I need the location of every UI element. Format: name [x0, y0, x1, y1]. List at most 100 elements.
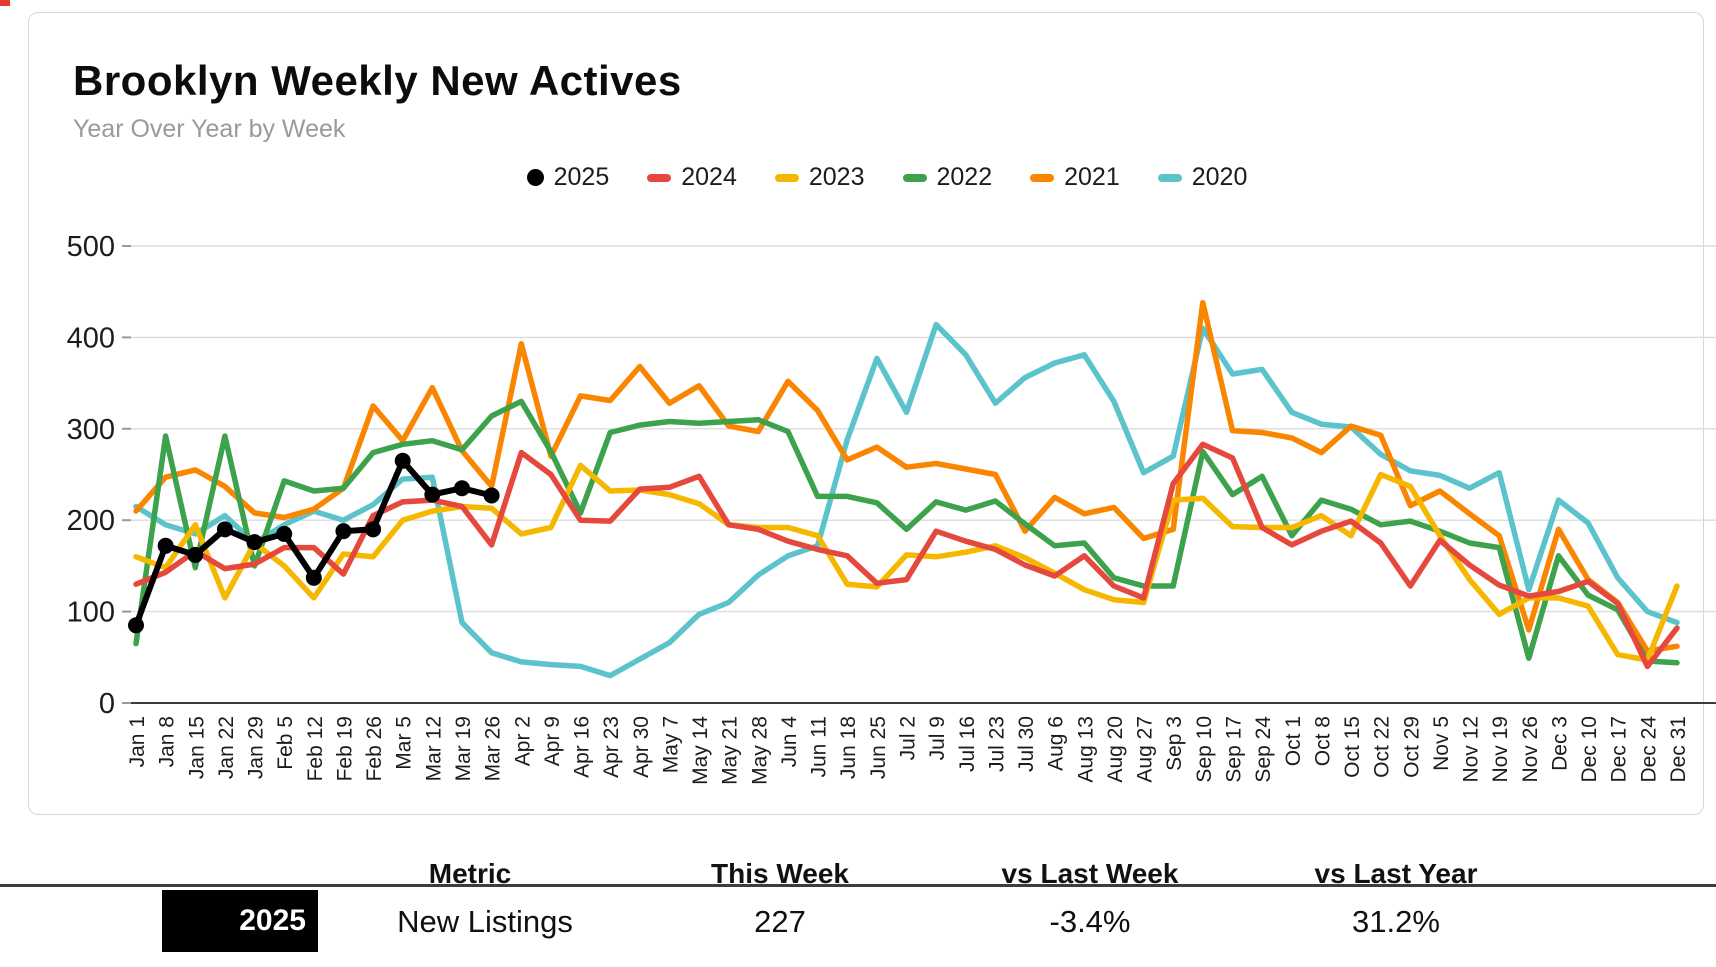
x-tick-label-dec-10: Dec 10 [1578, 716, 1601, 783]
legend-label-2024: 2024 [681, 163, 737, 191]
data-point-2025-jan-22 [216, 521, 233, 538]
table-header-this-week: This Week [711, 858, 849, 889]
legend-marker-2022 [902, 173, 927, 182]
legend-marker-2020 [1157, 173, 1182, 182]
x-tick-label-dec-3: Dec 3 [1548, 716, 1571, 771]
legend-item-2020[interactable]: 2020 [1157, 163, 1248, 192]
legend-marker-2025 [526, 169, 544, 186]
x-tick-label-jun-25: Jun 25 [867, 716, 890, 779]
y-tick-label-500: 500 [67, 231, 115, 263]
x-tick-label-nov-5: Nov 5 [1430, 716, 1453, 771]
x-tick-label-feb-12: Feb 12 [304, 716, 327, 781]
x-tick-label-apr-2: Apr 2 [511, 716, 534, 766]
legend-marker-2023 [774, 173, 799, 182]
data-point-2025-jan-1 [128, 617, 144, 634]
x-tick-label-feb-19: Feb 19 [333, 716, 356, 781]
x-tick-label-apr-30: Apr 30 [630, 716, 653, 778]
x-tick-label-feb-26: Feb 26 [363, 716, 386, 781]
legend-label-2020: 2020 [1191, 163, 1248, 191]
data-point-2025-feb-19 [335, 523, 352, 540]
x-tick-label-mar-12: Mar 12 [422, 716, 445, 781]
data-point-2025-mar-26 [483, 487, 500, 504]
x-tick-label-nov-19: Nov 19 [1489, 716, 1512, 783]
table-cell-this-week: 227 [754, 904, 806, 939]
x-tick-label-sep-3: Sep 3 [1163, 716, 1186, 771]
x-tick-label-jun-4: Jun 4 [778, 716, 801, 768]
table-header-metric: Metric [428, 858, 512, 889]
table-cell-metric: New Listings [397, 904, 573, 939]
series-line-2023 [133, 462, 1680, 663]
series-line-2020 [133, 321, 1680, 679]
x-tick-label-aug-20: Aug 20 [1104, 716, 1127, 783]
x-tick-label-apr-23: Apr 23 [600, 716, 623, 778]
x-tick-label-jul-23: Jul 23 [985, 716, 1008, 772]
legend-item-2024[interactable]: 2024 [647, 163, 737, 192]
table-divider [0, 884, 1716, 887]
x-tick-label-jan-22: Jan 22 [215, 716, 238, 779]
y-tick-label-100: 100 [67, 597, 115, 629]
legend-label-2021: 2021 [1064, 163, 1120, 191]
data-point-2025-feb-26 [365, 521, 382, 538]
table-header-vs-last-year: vs Last Year [1314, 858, 1478, 889]
x-tick-label-jan-29: Jan 29 [245, 716, 268, 779]
page-title: Brooklyn Weekly New Actives [73, 57, 682, 104]
legend-label-2022: 2022 [936, 163, 993, 191]
year-badge-2025: 2025 [162, 890, 318, 952]
x-tick-label-apr-9: Apr 9 [541, 716, 564, 766]
x-tick-label-jul-16: Jul 16 [956, 716, 979, 772]
data-point-2025-jan-8 [157, 537, 174, 554]
data-point-2025-mar-19 [453, 480, 470, 497]
x-tick-label-nov-12: Nov 12 [1460, 716, 1483, 783]
x-tick-label-jun-11: Jun 11 [808, 716, 831, 778]
x-tick-label-jan-1: Jan 1 [126, 716, 149, 767]
line-chart: 0 100 200 300 400 500 Jan 1 Jan 8 Jan 15 Jan 22 Ja… [67, 231, 1716, 785]
table-cell-vs-last-week: -3.4% [1049, 904, 1131, 939]
x-tick-label-oct-22: Oct 22 [1371, 716, 1394, 778]
chart-card: Brooklyn Weekly New Actives Year Over Ye… [28, 12, 1716, 815]
x-tick-label-mar-19: Mar 19 [452, 716, 475, 781]
page-subtitle: Year Over Year by Week [73, 115, 346, 143]
corner-accent [0, 0, 10, 6]
x-tick-label-nov-26: Nov 26 [1519, 716, 1542, 783]
x-tick-label-sep-10: Sep 10 [1193, 716, 1216, 783]
x-tick-label-jul-2: Jul 2 [897, 716, 920, 760]
x-tick-label-sep-24: Sep 24 [1252, 716, 1275, 783]
legend-item-2022[interactable]: 2022 [902, 163, 993, 192]
x-tick-label-aug-6: Aug 6 [1045, 716, 1068, 771]
x-tick-label-dec-17: Dec 17 [1608, 716, 1631, 783]
series-line-2022 [133, 398, 1680, 666]
x-tick-label-oct-15: Oct 15 [1341, 716, 1364, 778]
legend-label-2023: 2023 [808, 163, 865, 191]
legend-item-2023[interactable]: 2023 [774, 163, 865, 192]
x-tick-label-oct-29: Oct 29 [1400, 716, 1423, 778]
x-tick-label-sep-17: Sep 17 [1222, 716, 1245, 783]
data-point-2025-mar-12 [424, 486, 441, 503]
x-tick-label-aug-27: Aug 27 [1134, 716, 1157, 783]
x-tick-label-aug-13: Aug 13 [1074, 716, 1097, 783]
y-tick-label-200: 200 [67, 505, 115, 537]
x-tick-label-apr-16: Apr 16 [571, 716, 594, 778]
data-point-2025-feb-5 [276, 525, 293, 542]
x-tick-label-mar-5: Mar 5 [393, 716, 416, 770]
x-tick-label-jun-18: Jun 18 [837, 716, 860, 779]
x-tick-label-may-14: May 14 [689, 716, 712, 785]
chart-legend: 2025 2024 2023 2022 2021 2020 [29, 163, 1716, 192]
table-cell-vs-last-year: 31.2% [1352, 904, 1440, 939]
x-tick-label-jul-30: Jul 30 [1015, 716, 1038, 772]
x-tick-label-may-21: May 21 [719, 716, 742, 785]
legend-item-2025[interactable]: 2025 [526, 163, 610, 192]
x-tick-label-mar-26: Mar 26 [482, 716, 505, 781]
legend-marker-2024 [647, 173, 672, 182]
x-tick-label-jul-9: Jul 9 [926, 716, 949, 760]
x-tick-label-may-7: May 7 [659, 716, 682, 773]
y-tick-label-400: 400 [67, 322, 115, 354]
legend-marker-2021 [1030, 173, 1055, 182]
legend-label-2025: 2025 [553, 163, 610, 191]
x-tick-label-oct-1: Oct 1 [1282, 716, 1305, 766]
x-tick-label-feb-5: Feb 5 [274, 716, 297, 770]
legend-item-2021[interactable]: 2021 [1030, 163, 1120, 192]
x-tick-label-may-28: May 28 [748, 716, 771, 785]
table-header-vs-last-week: vs Last Week [1001, 858, 1179, 889]
data-point-2025-jan-29 [246, 534, 263, 551]
y-tick-label-300: 300 [67, 414, 115, 446]
